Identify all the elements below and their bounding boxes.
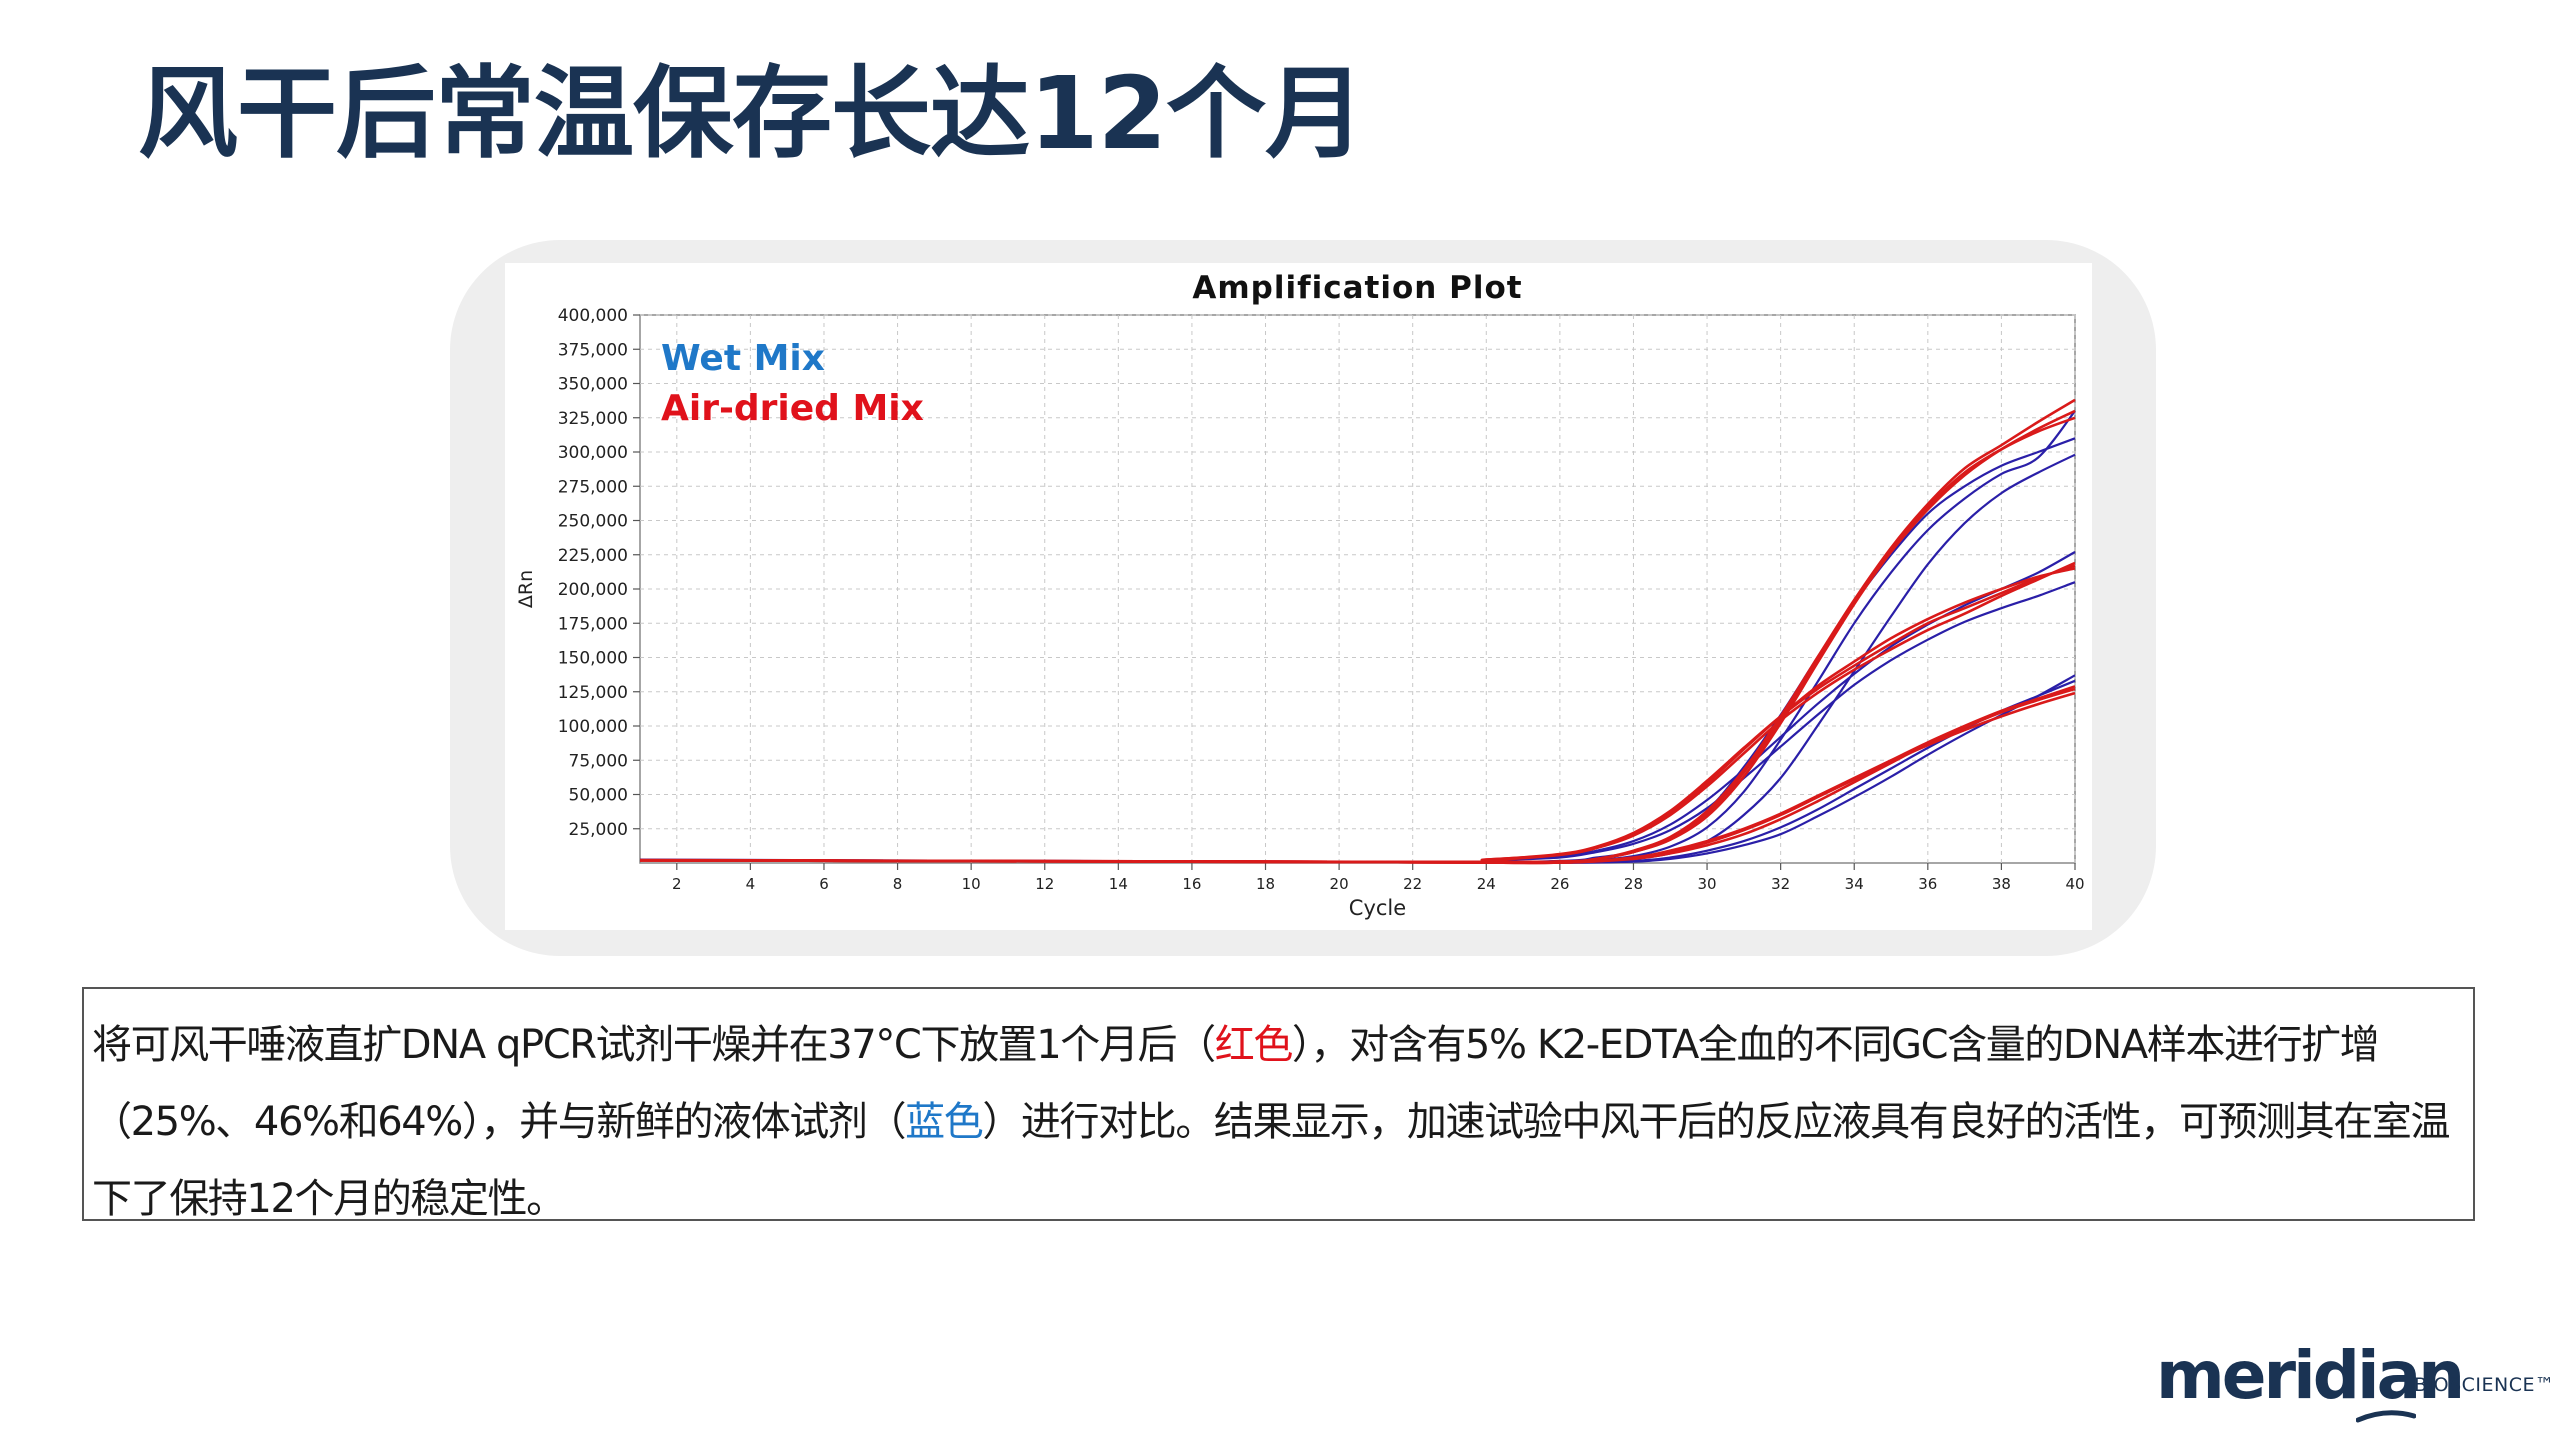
y-tick-label: 375,000 [558,340,628,360]
x-tick-label: 36 [1918,875,1937,893]
description-text: 将可风干唾液直扩DNA qPCR试剂干燥并在37°C下放置1个月后（ [92,1022,1216,1068]
x-tick-label: 12 [1035,875,1054,893]
logo-wordmark: meridian [2156,1337,2465,1414]
logo-swoosh-icon [2356,1410,2416,1423]
x-tick-label: 14 [1109,875,1128,893]
y-tick-label: 200,000 [558,580,628,600]
x-tick-label: 32 [1771,875,1790,893]
air-dried-mix-curve-11 [639,398,2076,864]
x-tick-label: 20 [1330,875,1349,893]
meridian-logo: meridian BIOSCIENCE™ [2156,1336,2556,1426]
slide-title: 风干后常温保存长达12个月 [138,55,1365,172]
y-tick-label: 400,000 [558,306,628,326]
chart-title: Amplification Plot [1192,270,1522,306]
x-axis-label: Cycle [1349,896,1406,920]
y-tick-label: 150,000 [558,649,628,669]
y-tick-label: 225,000 [558,546,628,566]
x-tick-label: 30 [1698,875,1717,893]
air-dried-mix-curve-15 [639,691,2076,865]
legend-air-dried-mix: Air-dried Mix [661,388,924,429]
y-tick-label: 100,000 [558,717,628,737]
wet-mix-curve-3 [639,437,2076,864]
y-tick-label: 75,000 [569,751,628,771]
x-tick-label: 10 [962,875,981,893]
y-tick-label: 325,000 [558,409,628,429]
description-text: ）进行对比。结果显示，加速试验中风干后的反应液具有良好的活性，可预测其在室温下了… [92,1099,2451,1221]
air-dried-mix-curve-16 [639,685,2076,865]
x-tick-label: 38 [1992,875,2011,893]
air-dried-mix-curve-9 [639,564,2076,864]
x-tick-label: 4 [746,875,756,893]
y-tick-label: 350,000 [558,375,628,395]
y-tick-label: 175,000 [558,614,628,634]
description-box: 将可风干唾液直扩DNA qPCR试剂干燥并在37°C下放置1个月后（红色），对含… [82,987,2475,1221]
x-tick-label: 28 [1624,875,1643,893]
description-red-word: 红色 [1214,1022,1294,1068]
y-tick-label: 25,000 [569,820,628,840]
x-tick-label: 40 [2065,875,2084,893]
y-tick-label: 275,000 [558,477,628,497]
y-tick-label: 300,000 [558,443,628,463]
description-blue-word: 蓝色 [905,1099,984,1145]
x-tick-label: 26 [1550,875,1569,893]
wet-mix-curve-7 [639,679,2076,864]
y-tick-label: 250,000 [558,512,628,532]
air-dried-mix-curve-8 [639,561,2076,864]
logo-subtitle: BIOSCIENCE™ [2414,1374,2555,1396]
x-tick-label: 16 [1182,875,1201,893]
air-dried-mix-curve-10 [639,567,2076,864]
x-tick-label: 8 [893,875,903,893]
wet-mix-curve-2 [639,551,2076,864]
y-tick-label: 125,000 [558,683,628,703]
wet-mix-curve-6 [639,674,2076,864]
x-tick-label: 18 [1256,875,1275,893]
y-axis-label: ΔRn [515,570,537,608]
x-tick-label: 34 [1845,875,1864,893]
wet-mix-curve-1 [639,581,2076,863]
x-tick-label: 2 [672,875,682,893]
legend-wet-mix: Wet Mix [661,338,825,379]
x-tick-label: 6 [819,875,829,893]
chart-frame: Amplification Plot 2 4 6 8 10 12 14 16 18 20 22 24 26… [505,263,2092,930]
x-tick-label: 24 [1477,875,1496,893]
description-text: ），对含有5% K2-EDTA全血的不同GC含量的DNA样本进行扩增（25%、4… [92,1022,2380,1145]
x-tick-label: 22 [1403,875,1422,893]
y-tick-label: 50,000 [569,786,628,806]
